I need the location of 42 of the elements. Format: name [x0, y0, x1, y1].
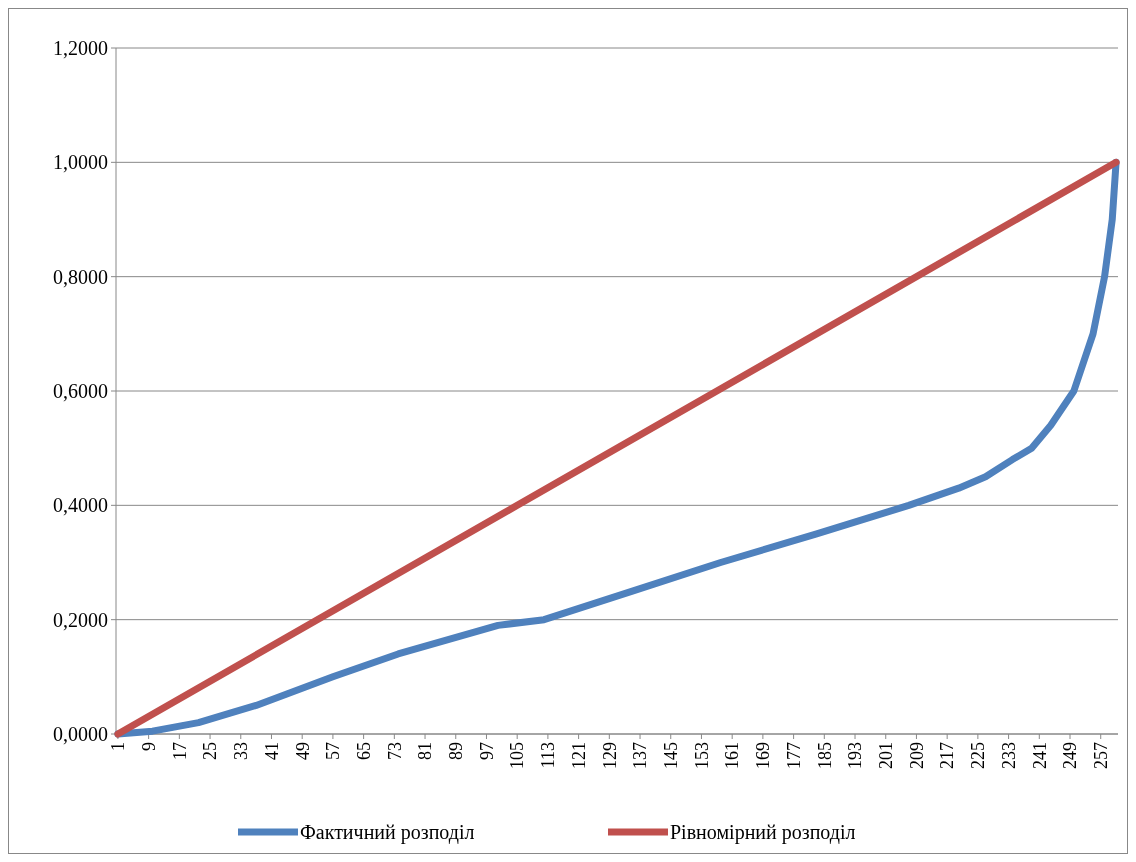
- x-tick-label: 209: [906, 742, 927, 769]
- x-tick-label: 49: [292, 742, 313, 760]
- x-tick-label: 17: [169, 742, 190, 760]
- x-tick-label: 169: [753, 742, 774, 769]
- x-tick-label: 41: [261, 742, 282, 760]
- x-tick-label: 57: [323, 742, 344, 760]
- x-tick-label: 257: [1091, 742, 1112, 769]
- x-tick-label: 193: [845, 742, 866, 769]
- x-tick-label: 161: [722, 742, 743, 769]
- x-tick-label: 1: [108, 742, 129, 751]
- x-tick-label: 217: [937, 742, 958, 769]
- y-tick-label: 0,6000: [53, 380, 108, 402]
- y-tick-label: 0,0000: [53, 723, 108, 745]
- x-tick-label: 65: [353, 742, 374, 760]
- x-tick-label: 73: [384, 742, 405, 760]
- x-tick-label: 177: [783, 742, 804, 769]
- x-tick-label: 185: [814, 742, 835, 769]
- x-tick-label: 241: [1029, 742, 1050, 769]
- x-tick-label: 145: [661, 742, 682, 769]
- x-tick-label: 105: [507, 742, 528, 769]
- x-tick-label: 9: [138, 742, 159, 751]
- x-tick-label: 89: [446, 742, 467, 760]
- x-tick-label: 113: [538, 742, 559, 769]
- legend-label: Фактичний розподіл: [300, 821, 475, 844]
- y-tick-label: 0,8000: [53, 265, 108, 288]
- y-tick-label: 1,2000: [53, 37, 108, 59]
- x-tick-label: 137: [630, 742, 651, 769]
- x-tick-label: 121: [568, 742, 589, 769]
- x-tick-label: 129: [599, 742, 620, 769]
- x-tick-label: 249: [1060, 742, 1081, 769]
- y-tick-label: 0,2000: [53, 608, 108, 631]
- x-tick-label: 225: [968, 742, 989, 769]
- y-tick-label: 1,0000: [53, 151, 108, 174]
- x-tick-label: 33: [231, 742, 252, 760]
- x-tick-label: 233: [998, 742, 1019, 769]
- x-tick-label: 25: [200, 742, 221, 760]
- y-tick-label: 0,4000: [53, 494, 108, 517]
- x-tick-label: 97: [476, 742, 497, 760]
- legend-label: Рівномірний розподіл: [670, 821, 856, 844]
- x-tick-label: 81: [415, 742, 436, 760]
- x-tick-label: 201: [876, 742, 897, 769]
- x-tick-label: 153: [691, 742, 712, 769]
